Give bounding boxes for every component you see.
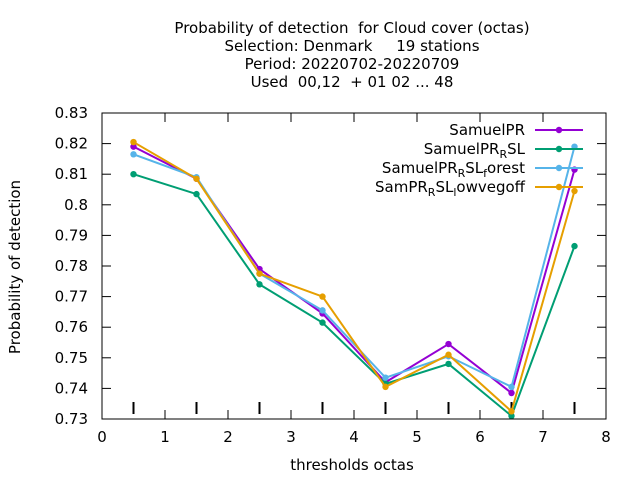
data-point (508, 383, 515, 391)
chart-title: Probability of detection for Cloud cover… (174, 19, 529, 91)
legend-marker (555, 164, 563, 172)
y-tick-label: 0.82 (55, 135, 88, 153)
data-point (130, 171, 137, 178)
plot-frame (101, 112, 607, 420)
title-line: Used 00,12 + 01 02 ... 48 (251, 73, 454, 91)
series-lines (130, 138, 578, 420)
legend-entry-label: SamuelPRRSLforest (382, 159, 525, 180)
y-tick-label: 0.81 (55, 165, 88, 183)
data-point (571, 242, 578, 250)
x-tick-label: 0 (97, 428, 107, 446)
y-tick-label: 0.78 (55, 257, 88, 275)
y-tick-label: 0.8 (64, 196, 88, 214)
legend-entry-label: SamuelPR (449, 121, 525, 139)
data-point (319, 293, 326, 300)
series-line (133, 173, 576, 418)
series-line (132, 141, 576, 414)
data-point (508, 408, 515, 415)
x-axis-label: thresholds octas (290, 456, 414, 474)
y-tick-label: 0.79 (55, 226, 88, 244)
data-point (193, 190, 200, 198)
data-point (256, 270, 263, 277)
x-tick-label: 1 (160, 428, 170, 446)
y-tick-label: 0.77 (55, 288, 88, 306)
y-tick-label: 0.76 (55, 318, 88, 336)
data-point (193, 175, 200, 182)
legend: SamuelPRSamuelPRRSLSamuelPRRSLforestSamP… (375, 121, 583, 199)
data-point (130, 151, 137, 158)
y-axis-label: Probability of detection (6, 180, 24, 354)
x-tick-label: 2 (223, 428, 233, 446)
legend-entry-label: SamPRRSLlowvegoff (375, 178, 526, 199)
data-point (130, 143, 137, 150)
x-tick-label: 8 (601, 428, 611, 446)
legend-marker (555, 183, 563, 191)
y-tick-label: 0.75 (55, 349, 88, 367)
data-point (508, 412, 515, 420)
y-tick-label: 0.73 (55, 410, 88, 428)
y-tick-label: 0.74 (55, 379, 88, 397)
data-point (508, 389, 515, 397)
x-tick-label: 4 (349, 428, 359, 446)
data-point (445, 340, 452, 348)
data-point (319, 307, 326, 314)
x-tick-label: 3 (286, 428, 296, 446)
y-axis-ticks: 0.73 0.74 0.75 0.76 0.77 0.78 0.79 0.8 0.81 0.82 0… (55, 104, 606, 428)
x-axis-ticks: 0 1 2 3 4 5 6 7 8 (97, 113, 611, 446)
x-tick-label: 7 (538, 428, 548, 446)
data-point (130, 138, 137, 146)
x-tick-label: 6 (475, 428, 485, 446)
data-point (256, 281, 263, 288)
data-point (319, 319, 326, 326)
y-tick-label: 0.83 (55, 104, 88, 122)
legend-marker (555, 126, 563, 134)
title-line: Period: 20220702-20220709 (245, 55, 460, 73)
x-tick-label: 5 (412, 428, 422, 446)
data-point (445, 360, 452, 368)
data-point (382, 374, 389, 381)
title-line: Selection: Denmark 19 stations (224, 37, 479, 55)
data-point (571, 187, 578, 195)
legend-entry-label: SamuelPRRSL (424, 140, 526, 161)
data-point (445, 351, 452, 358)
data-point (382, 383, 389, 391)
title-line: Probability of detection for Cloud cover… (174, 19, 529, 37)
legend-marker (555, 145, 563, 153)
